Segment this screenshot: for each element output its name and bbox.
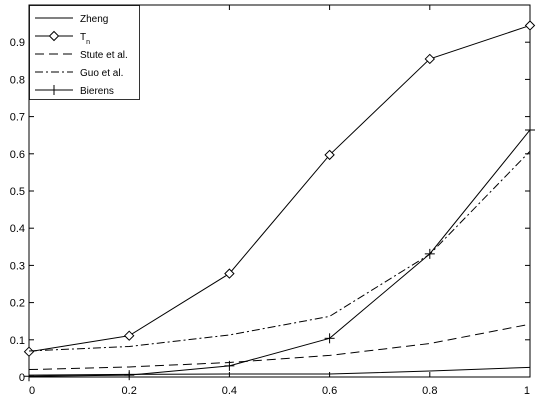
y-tick-label: 0.3 xyxy=(10,260,25,272)
legend-box xyxy=(29,5,140,100)
y-tick-label: 0.8 xyxy=(10,74,25,86)
series-0 xyxy=(28,366,531,376)
legend-label: Tn xyxy=(80,32,90,46)
legend-item: Stute et al. xyxy=(35,50,128,61)
series-line xyxy=(28,366,531,376)
x-tick-label: 0.4 xyxy=(222,385,237,397)
x-tick-label: 1 xyxy=(524,385,530,397)
legend-label: Zheng xyxy=(80,14,108,25)
x-tick-label: 0.2 xyxy=(122,385,137,397)
legend-label: Guo et al. xyxy=(80,68,123,79)
x-tick-label: 0.6 xyxy=(322,385,337,397)
data-point-diamond xyxy=(324,149,335,161)
series-line xyxy=(28,129,531,377)
data-point-diamond xyxy=(48,30,60,42)
y-tick-label: 0.9 xyxy=(10,37,25,49)
axes: 0 0.2 0.4 0.6 0.8 1 0 0.1 0.2 0.3 0.4 0.5 0.6 0.7 0.8 0… xyxy=(10,5,531,397)
y-tick-label: 0.1 xyxy=(10,335,25,347)
series-3 xyxy=(28,150,531,352)
x-tick-label: 0.8 xyxy=(422,385,437,397)
legend-item: Guo et al. xyxy=(35,68,123,79)
y-tick-label: 0.6 xyxy=(10,149,25,161)
y-tick-label: 0.2 xyxy=(10,298,25,310)
legend: Zheng Tn Stute et al. Guo et al. Bierens xyxy=(29,5,140,100)
data-point-diamond xyxy=(23,346,35,357)
y-tick-label: 0.7 xyxy=(10,112,25,124)
data-point-diamond xyxy=(123,330,135,341)
y-tick-label: 0 xyxy=(19,372,25,384)
legend-item: Bierens xyxy=(35,85,114,97)
y-tick-label: 0.5 xyxy=(10,186,25,198)
data-point-diamond xyxy=(424,53,436,65)
legend-label-subscript: n xyxy=(86,39,90,46)
x-tick-label: 0 xyxy=(29,385,35,397)
series-group xyxy=(23,20,536,382)
series-4 xyxy=(24,124,535,382)
series-1 xyxy=(23,20,536,357)
series-line xyxy=(28,24,531,353)
y-tick-label: 0.4 xyxy=(10,223,25,235)
legend-label: Bierens xyxy=(80,86,114,97)
series-line xyxy=(28,150,531,352)
data-point-diamond xyxy=(224,268,235,279)
legend-item: Tn xyxy=(35,30,90,46)
data-point-diamond xyxy=(524,20,536,31)
legend-label: Stute et al. xyxy=(80,50,128,61)
legend-item: Zheng xyxy=(35,14,108,25)
